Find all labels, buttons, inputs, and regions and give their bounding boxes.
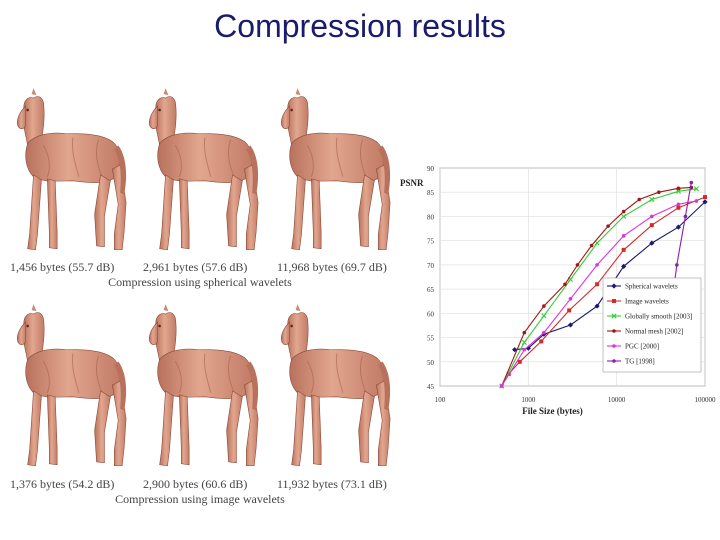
data-point: [693, 186, 700, 192]
data-point: [676, 202, 681, 207]
slide-title: Compression results: [214, 8, 506, 44]
data-point: [522, 330, 527, 335]
horse-caption: 2,900 bytes (60.6 dB): [143, 477, 248, 491]
legend-label: Globally smooth [2003]: [625, 313, 692, 321]
data-point: [563, 282, 567, 287]
horse-image-1376: [4, 300, 132, 472]
legend-box: [602, 277, 702, 373]
legend-label: Normal mesh [2002]: [625, 328, 683, 336]
horse-caption: 1,456 bytes (55.7 dB): [10, 260, 115, 274]
data-point: [611, 313, 617, 319]
x-tick-label: 100: [435, 396, 446, 404]
group-caption: Compression using image wavelets: [115, 492, 285, 506]
data-point: [703, 195, 707, 200]
data-point: [612, 344, 616, 348]
psnr-chart: 45 50 55 60 65 70 75 80 85 90 100 1000 10000 100000 PS…: [400, 165, 717, 416]
data-point: [650, 214, 654, 219]
series-line: [501, 186, 692, 387]
y-tick-label: 70: [427, 262, 435, 270]
y-tick-label: 60: [427, 310, 435, 318]
y-tick-label: 90: [427, 165, 435, 173]
horse-caption: 1,376 bytes (54.2 dB): [10, 477, 115, 491]
data-point: [637, 197, 642, 202]
data-point: [542, 330, 546, 335]
horse-caption: 11,968 bytes (69.7 dB): [277, 260, 387, 274]
horse-image-11932: [268, 300, 396, 472]
y-tick-label: 65: [427, 286, 435, 294]
data-point: [542, 304, 546, 308]
data-point: [589, 243, 594, 248]
data-point: [657, 190, 661, 195]
data-point: [689, 180, 694, 185]
horse-caption: 11,932 bytes (73.1 dB): [277, 477, 387, 491]
data-point: [521, 339, 527, 345]
data-point: [621, 234, 626, 238]
horse-spherical-11968: [268, 84, 396, 256]
data-point: [675, 224, 682, 230]
data-point: [702, 199, 708, 205]
data-point: [522, 347, 527, 352]
data-point: [595, 282, 600, 287]
y-tick-label: 45: [427, 383, 435, 391]
legend-label: TG [1998]: [625, 358, 655, 366]
data-point: [499, 384, 504, 388]
data-point: [606, 224, 610, 228]
data-point: [683, 214, 688, 219]
y-tick-label: 55: [427, 335, 435, 343]
data-point: [676, 205, 681, 210]
data-point: [612, 359, 616, 363]
data-point: [676, 186, 681, 191]
data-point: [539, 339, 544, 344]
data-point: [517, 359, 522, 364]
data-point: [621, 263, 627, 269]
horse-spherical-1456: [4, 84, 132, 256]
y-tick-label: 75: [427, 238, 435, 246]
data-point: [649, 240, 655, 246]
data-point: [567, 308, 572, 313]
data-point: [675, 263, 679, 267]
x-tick-label: 10000: [608, 396, 626, 404]
horse-image-2900: [136, 300, 264, 472]
data-point: [621, 213, 627, 220]
legend-label: Spherical wavelets: [625, 283, 678, 291]
x-tick-label: 1000: [521, 396, 536, 404]
data-point: [621, 209, 626, 214]
legend-label: Image wavelets: [625, 298, 669, 306]
x-tick-label: 100000: [695, 396, 717, 404]
horse-spherical-2961: [136, 84, 264, 256]
y-tick-label: 80: [427, 213, 435, 221]
horse-caption: 2,961 bytes (57.6 dB): [143, 260, 248, 274]
data-point: [621, 247, 626, 252]
data-point: [575, 263, 580, 267]
data-point: [675, 188, 681, 194]
legend-label: PGC [2000]: [625, 343, 659, 351]
data-point: [611, 283, 617, 289]
y-axis-label: PSNR: [400, 178, 424, 188]
data-point: [612, 329, 616, 333]
y-tick-label: 50: [427, 359, 435, 367]
data-point: [568, 297, 573, 301]
data-point: [649, 223, 654, 228]
data-point: [649, 196, 655, 203]
data-point: [595, 263, 599, 267]
x-axis-label: File Size (bytes): [522, 406, 582, 416]
data-point: [541, 313, 547, 319]
group-caption: Compression using spherical wavelets: [108, 275, 292, 289]
data-point: [694, 199, 699, 203]
data-point: [612, 299, 616, 303]
y-tick-label: 85: [427, 189, 435, 197]
